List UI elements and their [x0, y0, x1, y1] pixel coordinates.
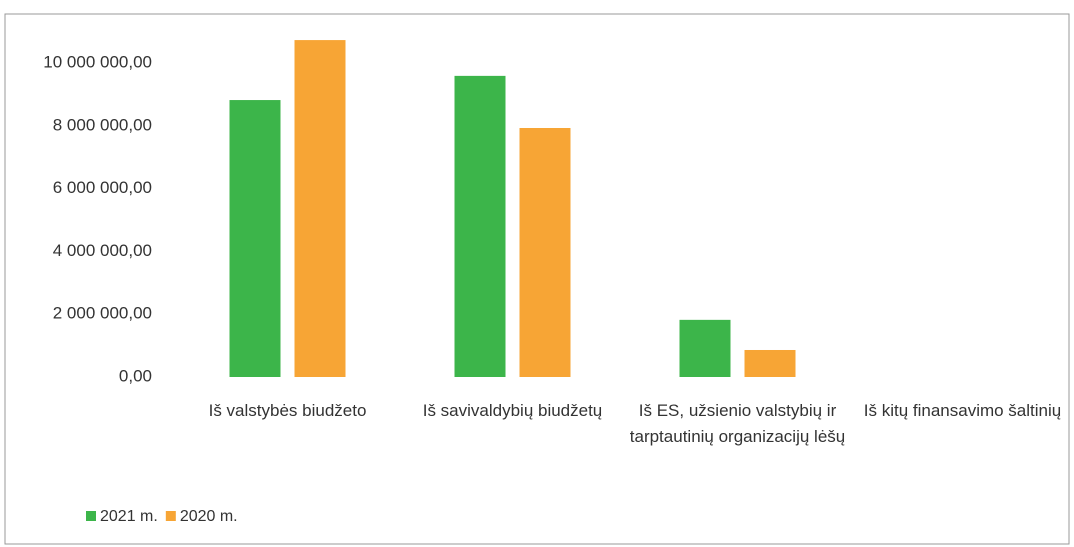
bar	[679, 319, 731, 377]
x-tick-label: Iš valstybės biudžeto	[208, 401, 367, 420]
y-tick-label: 6 000 000,00	[53, 178, 152, 197]
bar	[744, 349, 796, 377]
bar	[454, 75, 506, 378]
legend-label: 2021 m.	[100, 508, 158, 525]
x-tick-label: Iš ES, užsienio valstybių ir tarptautini…	[629, 401, 846, 446]
y-tick-label: 0,00	[119, 366, 152, 385]
x-tick-label: Iš savivaldybių biudžetų	[422, 401, 603, 420]
bar	[229, 100, 281, 377]
x-tick-label: Iš kitų finansavimo šaltinių	[863, 401, 1062, 420]
y-tick-label: 2 000 000,00	[53, 304, 152, 323]
bar	[519, 127, 571, 377]
chart-frame	[4, 13, 1070, 545]
y-tick-label: 10 000 000,00	[43, 52, 152, 71]
legend-swatch	[86, 511, 96, 521]
legend-swatch	[165, 511, 176, 521]
y-tick-label: 8 000 000,00	[53, 115, 152, 134]
y-tick-label: 4 000 000,00	[53, 241, 152, 260]
legend-label: 2020 m.	[180, 508, 238, 525]
bar	[294, 40, 346, 377]
